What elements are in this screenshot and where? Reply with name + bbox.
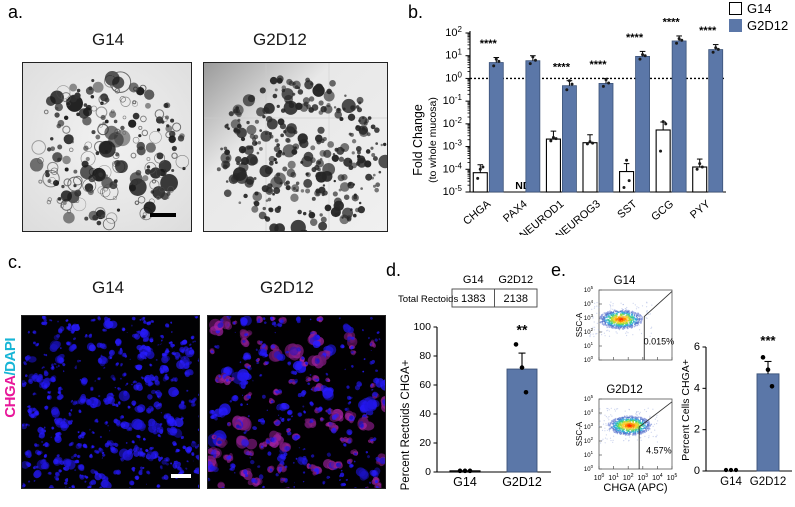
svg-text:G14: G14 (614, 275, 636, 287)
svg-text:SST: SST (615, 198, 639, 221)
svg-text:Percent Rectoids CHGA+: Percent Rectoids CHGA+ (400, 359, 412, 490)
svg-text:100: 100 (413, 321, 431, 333)
svg-text:**: ** (517, 321, 528, 337)
svg-text:CHGA: CHGA (461, 198, 494, 228)
svg-text:Total Rectoids: Total Rectoids (398, 294, 458, 305)
svg-text:2138: 2138 (504, 293, 528, 305)
svg-text:GCG: GCG (649, 198, 676, 223)
svg-text:60: 60 (419, 379, 431, 391)
svg-text:****: **** (626, 32, 644, 44)
svg-text:****: **** (553, 61, 571, 73)
svg-text:20: 20 (419, 437, 431, 449)
svg-text:G2D12: G2D12 (502, 475, 542, 489)
svg-text:****: **** (589, 59, 607, 71)
svg-text:G14: G14 (463, 274, 484, 286)
svg-text:G2D12: G2D12 (498, 274, 533, 286)
svg-text:40: 40 (419, 408, 431, 420)
svg-text:10-1: 10-1 (443, 93, 463, 107)
svg-text:G14: G14 (453, 475, 477, 489)
svg-text:100: 100 (445, 70, 462, 84)
svg-text:PAX4: PAX4 (501, 198, 530, 225)
svg-text:0: 0 (425, 466, 431, 478)
svg-text:10-3: 10-3 (443, 139, 463, 153)
svg-text:101: 101 (445, 48, 462, 62)
svg-text:(to whole mucosa): (to whole mucosa) (427, 97, 439, 183)
svg-text:10-2: 10-2 (443, 116, 463, 130)
svg-text:0.015%: 0.015% (644, 337, 675, 347)
svg-text:PYY: PYY (688, 198, 713, 222)
svg-text:80: 80 (419, 350, 431, 362)
svg-text:Fold Change: Fold Change (411, 104, 425, 176)
svg-text:10-5: 10-5 (443, 184, 463, 198)
svg-text:102: 102 (445, 25, 462, 39)
svg-text:****: **** (480, 38, 498, 50)
svg-text:****: **** (699, 25, 717, 37)
svg-text:1383: 1383 (461, 293, 485, 305)
svg-text:****: **** (663, 17, 681, 29)
svg-text:G2D12: G2D12 (606, 384, 642, 396)
svg-text:10-4: 10-4 (443, 161, 463, 175)
